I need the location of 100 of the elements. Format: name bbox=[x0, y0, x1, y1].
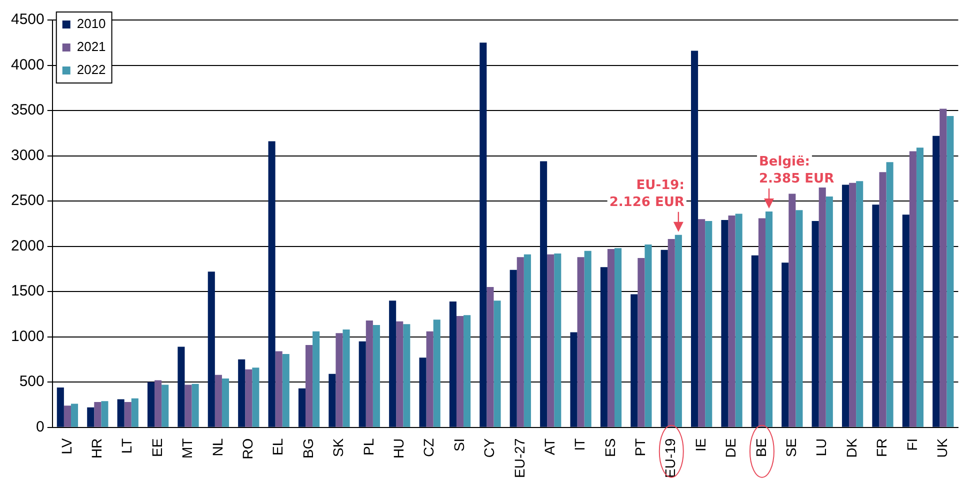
bar bbox=[577, 257, 584, 427]
bar bbox=[464, 315, 471, 427]
bar bbox=[842, 184, 850, 427]
bar bbox=[154, 380, 162, 427]
bar bbox=[336, 333, 343, 427]
y-tick-label: 2500 bbox=[10, 192, 44, 210]
bar bbox=[691, 50, 698, 427]
y-tick-label: 4000 bbox=[10, 56, 44, 74]
bar bbox=[554, 254, 562, 427]
y-tick-label: 1500 bbox=[10, 282, 44, 300]
bar bbox=[131, 398, 138, 427]
x-tick-label: SK bbox=[330, 438, 346, 458]
bar bbox=[826, 196, 833, 427]
x-tick-label: HU bbox=[390, 438, 406, 459]
bar bbox=[342, 330, 350, 427]
bar bbox=[56, 387, 64, 427]
bar bbox=[389, 300, 396, 427]
bar bbox=[886, 162, 894, 427]
bar bbox=[721, 220, 728, 427]
bar bbox=[208, 272, 215, 427]
x-tick-label: FI bbox=[904, 438, 920, 451]
bar bbox=[765, 211, 773, 427]
x-tick-label: IE bbox=[692, 438, 708, 452]
bar bbox=[124, 402, 132, 427]
bar bbox=[607, 249, 615, 427]
bar bbox=[419, 358, 426, 427]
bar bbox=[547, 254, 554, 427]
bar bbox=[238, 359, 246, 427]
bar bbox=[372, 325, 380, 427]
bar bbox=[735, 214, 742, 427]
x-tick-label: SE bbox=[783, 438, 800, 458]
x-tick-label: BG bbox=[300, 438, 316, 459]
bar bbox=[494, 300, 501, 427]
bar bbox=[486, 287, 494, 427]
bar bbox=[751, 255, 758, 427]
bar bbox=[932, 136, 940, 427]
bar bbox=[64, 406, 71, 427]
bar bbox=[358, 341, 366, 427]
bar bbox=[456, 316, 464, 427]
x-tick-label: EL bbox=[270, 438, 286, 456]
bar bbox=[540, 161, 548, 427]
bar bbox=[433, 320, 440, 427]
x-tick-label: EU-19 bbox=[662, 438, 678, 478]
bar bbox=[668, 239, 675, 427]
x-tick-label: PT bbox=[632, 438, 648, 456]
bar bbox=[275, 351, 282, 427]
bar bbox=[705, 220, 712, 427]
bar bbox=[306, 344, 313, 427]
bar bbox=[902, 214, 910, 427]
bar bbox=[222, 378, 230, 427]
y-tick-label: 3000 bbox=[10, 146, 44, 164]
bar bbox=[214, 374, 222, 427]
x-tick-label: IT bbox=[572, 438, 588, 451]
legend-label: 2010 bbox=[76, 16, 106, 32]
bar bbox=[644, 244, 652, 427]
x-tick-label: CZ bbox=[420, 438, 437, 457]
x-tick-label: EU-27 bbox=[511, 438, 528, 478]
bar bbox=[524, 254, 531, 427]
bar bbox=[856, 181, 864, 427]
bar bbox=[872, 204, 880, 427]
x-tick-label: EE bbox=[148, 438, 165, 458]
bar bbox=[788, 194, 796, 427]
bar bbox=[570, 332, 578, 427]
bar bbox=[516, 257, 524, 427]
y-tick-label: 4500 bbox=[10, 11, 44, 28]
bar bbox=[909, 151, 916, 427]
bar bbox=[449, 302, 456, 427]
bar bbox=[366, 320, 373, 427]
bar bbox=[268, 141, 276, 427]
bar bbox=[818, 187, 826, 427]
bar bbox=[728, 216, 736, 427]
bar bbox=[660, 250, 668, 427]
legend-label: 2022 bbox=[76, 62, 106, 78]
bar bbox=[178, 346, 185, 427]
bar bbox=[849, 182, 856, 427]
bar bbox=[426, 331, 434, 427]
x-tick-label: SI bbox=[450, 438, 467, 452]
x-tick-label: MT bbox=[179, 438, 196, 459]
bar bbox=[184, 384, 192, 427]
y-tick-label: 0 bbox=[36, 418, 44, 436]
x-tick-label: DK bbox=[843, 438, 860, 458]
bar bbox=[312, 331, 320, 427]
bar bbox=[252, 368, 260, 427]
bar bbox=[70, 404, 78, 427]
bar bbox=[245, 369, 252, 427]
bar bbox=[396, 321, 404, 427]
bar bbox=[674, 234, 682, 427]
x-tick-label: AT bbox=[541, 438, 558, 456]
bar bbox=[758, 218, 766, 427]
bar bbox=[782, 262, 789, 427]
bar bbox=[638, 258, 645, 427]
bar bbox=[192, 384, 199, 427]
bar bbox=[600, 267, 608, 427]
x-tick-label: NL bbox=[209, 438, 226, 456]
bar bbox=[614, 248, 622, 427]
x-tick-label: CY bbox=[481, 438, 498, 458]
x-tick-label: DE bbox=[722, 438, 739, 458]
bar bbox=[698, 219, 706, 427]
bar bbox=[796, 210, 803, 427]
x-tick-label: UK bbox=[934, 438, 950, 458]
